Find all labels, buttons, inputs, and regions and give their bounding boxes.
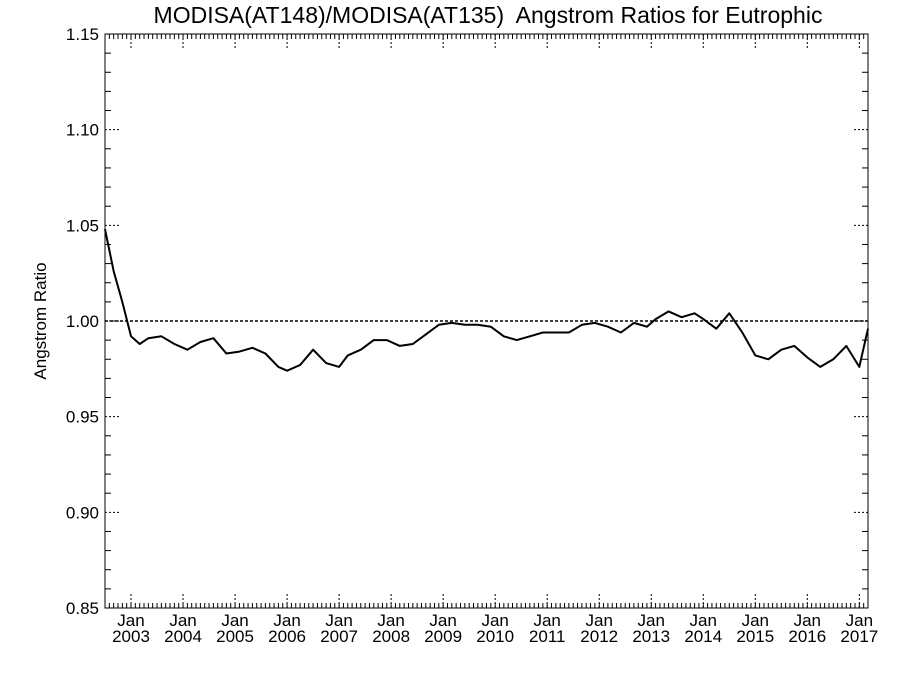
y-tick-label: 0.95: [66, 408, 99, 427]
x-tick-label-year: 2014: [684, 627, 722, 646]
x-tick-label-month: Jan: [533, 611, 560, 630]
x-tick-label-month: Jan: [169, 611, 196, 630]
chart-title: MODISA(AT148)/MODISA(AT135) Angstrom Rat…: [153, 2, 823, 28]
x-tick-label-month: Jan: [377, 611, 404, 630]
x-tick-label-month: Jan: [638, 611, 665, 630]
x-tick-label-year: 2009: [424, 627, 462, 646]
x-tick-label-year: 2007: [320, 627, 358, 646]
x-tick-label-month: Jan: [273, 611, 300, 630]
y-tick-label: 1.05: [66, 216, 99, 235]
plot-area: 0.850.900.951.001.051.101.15Jan2003Jan20…: [66, 25, 878, 646]
x-tick-label-year: 2013: [632, 627, 670, 646]
x-tick-label-month: Jan: [742, 611, 769, 630]
y-tick-label: 0.85: [66, 599, 99, 618]
y-tick-label: 0.90: [66, 503, 99, 522]
x-tick-label-month: Jan: [794, 611, 821, 630]
x-tick-label-month: Jan: [846, 611, 873, 630]
x-tick-label-month: Jan: [117, 611, 144, 630]
x-tick-label-year: 2016: [788, 627, 826, 646]
x-tick-label-month: Jan: [429, 611, 456, 630]
x-tick-label-year: 2006: [268, 627, 306, 646]
x-tick-label-month: Jan: [586, 611, 613, 630]
x-tick-label-month: Jan: [690, 611, 717, 630]
x-tick-label-year: 2008: [372, 627, 410, 646]
x-tick-label-month: Jan: [325, 611, 352, 630]
y-tick-label: 1.10: [66, 121, 99, 140]
x-tick-label-year: 2015: [736, 627, 774, 646]
x-tick-label-month: Jan: [481, 611, 508, 630]
x-tick-label-year: 2010: [476, 627, 514, 646]
x-tick-label-month: Jan: [221, 611, 248, 630]
x-tick-label-year: 2005: [216, 627, 254, 646]
y-axis-title: Angstrom Ratio: [31, 262, 50, 379]
x-tick-label-year: 2004: [164, 627, 202, 646]
y-tick-label: 1.15: [66, 25, 99, 44]
x-tick-label-year: 2012: [580, 627, 618, 646]
x-tick-label-year: 2003: [112, 627, 150, 646]
plot-frame: [104, 33, 869, 609]
series-line: [104, 228, 869, 372]
x-tick-label-year: 2011: [529, 627, 566, 646]
x-tick-label-year: 2017: [840, 627, 878, 646]
y-tick-label: 1.00: [66, 312, 99, 331]
